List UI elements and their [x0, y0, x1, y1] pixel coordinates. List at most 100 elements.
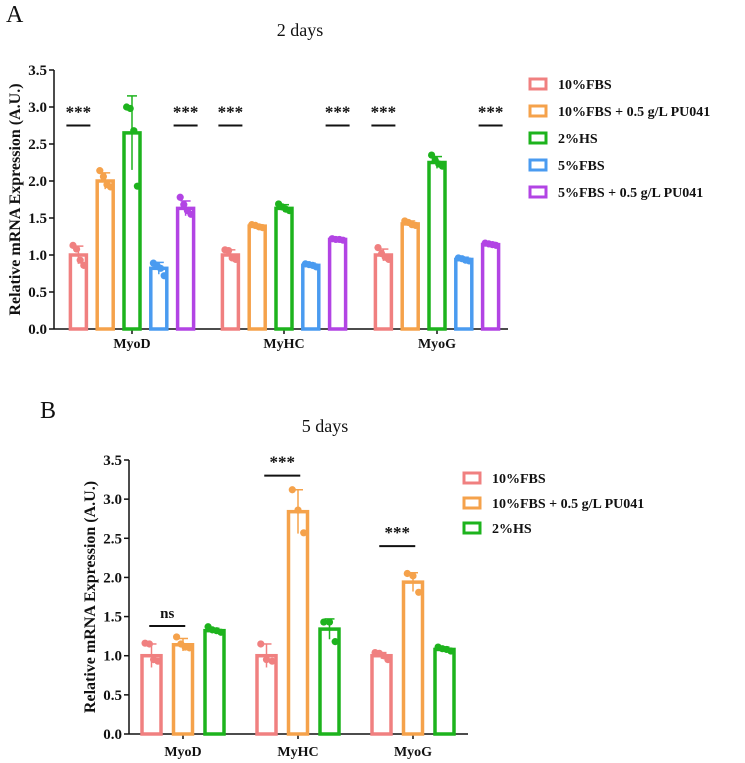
legend-label: 10%FBS + 0.5 g/L PU041: [558, 105, 710, 120]
data-point: [160, 272, 168, 280]
significance-label: ***: [325, 103, 351, 122]
legend-swatch: [528, 131, 548, 145]
legend-label: 10%FBS: [558, 78, 612, 93]
data-point: [403, 569, 411, 578]
y-tick-label: 3.0: [28, 100, 47, 116]
data-point: [331, 638, 339, 646]
bar: [301, 263, 321, 331]
x-tick-label: MyoD: [164, 745, 201, 760]
y-tick-label: 2.5: [103, 531, 122, 547]
y-tick-label: 0.5: [103, 688, 122, 704]
bar: [274, 206, 294, 331]
legend-label: 10%FBS: [492, 472, 546, 487]
bar: [454, 257, 474, 331]
panel-label: B: [40, 398, 56, 424]
y-tick-label: 2.0: [103, 570, 122, 586]
legend-swatch: [462, 496, 482, 510]
data-point: [374, 244, 382, 252]
significance-label: ***: [173, 103, 199, 122]
data-point: [339, 236, 347, 244]
data-point: [172, 633, 181, 641]
x-tick-label: MyHC: [277, 745, 318, 760]
data-point: [157, 264, 165, 272]
data-point: [465, 257, 473, 265]
data-point: [259, 224, 267, 232]
x-tick-label: MyHC: [263, 337, 304, 352]
bar: [370, 653, 393, 736]
data-point: [415, 588, 423, 596]
legend-swatch: [528, 158, 548, 172]
data-point: [312, 263, 320, 271]
x-tick-label: MyoG: [394, 745, 432, 760]
bar: [247, 224, 267, 331]
legend-swatch: [528, 185, 548, 199]
bar: [433, 647, 456, 736]
data-point: [428, 151, 436, 159]
legend-label: 5%FBS + 0.5 g/L PU041: [558, 186, 703, 201]
data-point: [107, 183, 115, 191]
data-point: [262, 656, 271, 664]
data-point: [232, 255, 240, 264]
legend-swatch: [528, 104, 548, 118]
significance-label: ***: [385, 523, 411, 542]
data-point: [325, 618, 334, 626]
significance-label: ***: [371, 103, 397, 122]
bar: [400, 222, 420, 331]
data-point: [126, 104, 134, 113]
significance-label: ns: [160, 606, 174, 622]
y-tick-label: 1.0: [28, 248, 47, 264]
legend-swatch: [462, 471, 482, 485]
bar: [427, 160, 447, 331]
y-tick-label: 3.5: [28, 63, 47, 79]
data-point: [412, 221, 420, 229]
legend-swatch: [528, 77, 548, 91]
chart-title: 5 days: [302, 416, 349, 436]
bar: [171, 643, 195, 736]
bar: [373, 253, 394, 331]
data-point: [180, 201, 188, 209]
data-point: [294, 506, 302, 514]
data-point: [285, 207, 293, 215]
y-tick-label: 0.0: [28, 322, 47, 338]
data-point: [187, 210, 195, 218]
significance-label: ***: [270, 453, 296, 472]
y-tick-label: 0.5: [28, 285, 47, 301]
data-point: [76, 256, 84, 264]
legend-label: 10%FBS + 0.5 g/L PU041: [492, 497, 644, 512]
chart-panel-B: B 5 days 0.0 0.5 1.0 1.5 2.0 2.5 3.0 3.5Relative …: [40, 398, 644, 760]
bar: [327, 237, 348, 331]
data-point: [96, 167, 104, 175]
data-point: [176, 193, 184, 201]
y-tick-label: 3.5: [103, 453, 122, 469]
data-point: [492, 241, 500, 249]
significance-label: ***: [66, 103, 92, 122]
panel-label: A: [6, 2, 24, 28]
data-point: [99, 172, 107, 181]
y-tick-label: 1.5: [28, 211, 47, 227]
bar: [286, 509, 310, 736]
data-point: [80, 261, 88, 269]
data-point: [447, 647, 455, 655]
bar: [401, 580, 425, 736]
legend-label: 2%HS: [558, 132, 598, 147]
data-point: [268, 657, 276, 665]
data-point: [185, 644, 194, 652]
data-point: [257, 640, 265, 648]
data-point: [438, 162, 446, 170]
data-point: [409, 572, 417, 580]
data-point: [288, 486, 296, 494]
data-point: [217, 628, 225, 636]
y-tick-label: 1.0: [103, 649, 122, 665]
chart-title: 2 days: [277, 20, 324, 40]
data-point: [384, 656, 392, 664]
legend-label: 2%HS: [492, 522, 532, 537]
bar: [203, 628, 226, 736]
y-tick-label: 3.0: [103, 492, 122, 508]
y-tick-label: 2.0: [28, 174, 47, 190]
bar: [220, 253, 241, 331]
data-point: [133, 182, 141, 190]
data-point: [385, 255, 393, 264]
x-tick-label: MyoD: [113, 337, 150, 352]
data-point: [300, 529, 308, 537]
